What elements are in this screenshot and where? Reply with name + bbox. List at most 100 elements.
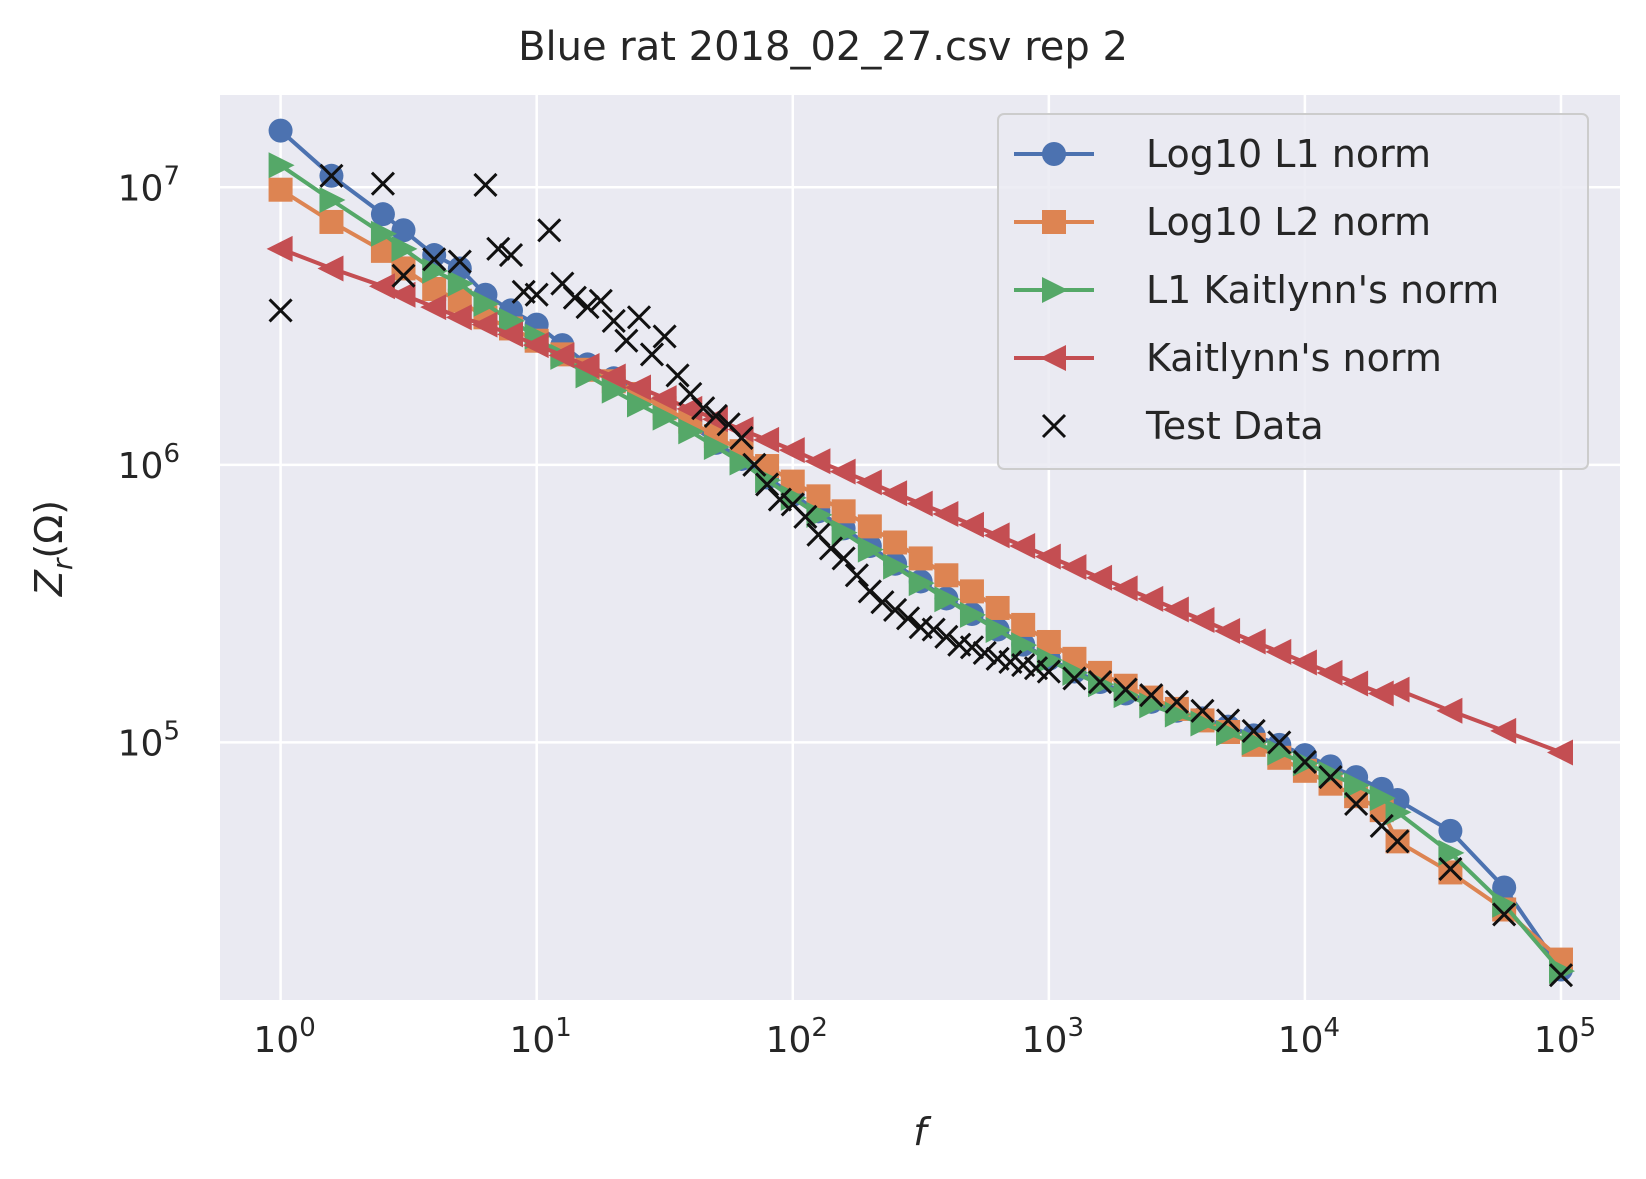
data-point <box>972 640 997 666</box>
data-point <box>601 377 628 404</box>
data-point <box>1344 791 1369 817</box>
x-tick-label: 101 <box>509 1013 571 1061</box>
legend-label: Log10 L2 norm <box>1146 200 1431 244</box>
data-point <box>266 235 293 262</box>
data-point <box>268 118 293 143</box>
data-point <box>793 504 818 529</box>
data-point <box>1265 638 1292 665</box>
data-point <box>1385 799 1412 826</box>
legend-item: L1 Kaitlynn's norm <box>1014 268 1499 312</box>
data-point <box>1267 730 1292 755</box>
data-point <box>1385 829 1410 854</box>
data-point <box>959 579 984 604</box>
data-point <box>1367 680 1394 707</box>
data-point <box>1241 718 1266 743</box>
data-point <box>1548 958 1575 985</box>
data-point <box>1290 649 1317 676</box>
data-point <box>1086 564 1113 591</box>
x-tick-label: 100 <box>253 1013 315 1061</box>
data-point <box>932 501 959 528</box>
data-point <box>957 511 984 538</box>
data-point <box>1060 554 1087 581</box>
data-point <box>319 163 344 188</box>
data-point <box>268 298 293 323</box>
data-point <box>319 209 344 234</box>
svg-text:Zr(Ω): Zr(Ω) <box>27 500 79 597</box>
data-point <box>498 242 524 268</box>
x-tick-label: 103 <box>1022 1013 1084 1061</box>
data-point <box>1318 760 1345 787</box>
y-tick-label: 105 <box>118 716 180 764</box>
legend-item: Kaitlynn's norm <box>1014 336 1442 380</box>
legend-item: Test Data <box>1041 404 1324 448</box>
data-point <box>370 202 395 227</box>
data-point <box>1040 345 1066 371</box>
data-point <box>729 425 754 450</box>
data-point <box>883 553 910 580</box>
legend-item: Log10 L1 norm <box>1014 132 1431 176</box>
data-point <box>1438 860 1463 885</box>
data-point <box>471 311 498 338</box>
data-point <box>575 295 600 320</box>
series-layer <box>266 118 1575 988</box>
data-point <box>389 281 416 308</box>
series-line <box>279 246 1562 755</box>
data-point <box>1438 856 1463 882</box>
data-point <box>652 404 679 431</box>
data-point <box>1344 772 1371 799</box>
data-point <box>268 177 293 202</box>
data-point <box>370 220 397 247</box>
data-point <box>1087 669 1113 695</box>
data-point <box>818 536 844 561</box>
data-point <box>959 635 985 660</box>
data-point <box>1383 676 1410 703</box>
data-point <box>742 452 767 477</box>
chart-title: Blue rat 2018_02_27.csv rep 2 <box>518 24 1128 70</box>
x-tick-label: 104 <box>1278 1013 1340 1061</box>
data-point <box>983 522 1010 549</box>
data-point <box>1111 575 1138 602</box>
data-point <box>844 563 869 588</box>
series-line <box>279 163 1563 973</box>
data-point <box>652 324 677 349</box>
data-point <box>319 186 346 213</box>
data-point <box>1214 617 1241 644</box>
data-point <box>1342 670 1369 697</box>
data-point <box>370 171 395 196</box>
data-point <box>1292 749 1317 775</box>
data-point <box>1042 210 1066 234</box>
data-point <box>599 363 626 390</box>
legend-box <box>997 113 1589 470</box>
data-point <box>1548 963 1574 988</box>
data-point <box>497 321 524 348</box>
data-point <box>870 590 895 615</box>
data-point <box>753 426 780 453</box>
data-point <box>1042 277 1068 303</box>
data-point <box>1062 666 1087 691</box>
data-point <box>1492 875 1517 900</box>
data-point <box>1436 697 1463 724</box>
data-point <box>703 433 730 460</box>
data-point <box>486 236 511 261</box>
data-point <box>639 342 665 367</box>
data-point <box>601 308 626 333</box>
data-point <box>1490 717 1517 744</box>
data-point <box>473 172 498 197</box>
data-point <box>778 437 805 464</box>
data-point <box>625 374 652 401</box>
data-point <box>729 449 756 476</box>
y-tick-label: 107 <box>118 161 180 209</box>
data-point <box>1318 765 1343 790</box>
data-point <box>1011 632 1038 659</box>
data-point <box>767 487 792 512</box>
data-point <box>1011 612 1036 637</box>
series-test-data <box>268 163 1574 988</box>
data-point <box>881 480 908 507</box>
data-point <box>391 218 416 243</box>
y-tick-label: 106 <box>118 439 180 487</box>
data-point <box>1036 659 1061 684</box>
legend-item: Log10 L2 norm <box>1014 200 1431 244</box>
data-point <box>755 472 780 497</box>
data-point <box>1042 142 1066 166</box>
data-point <box>626 305 652 330</box>
